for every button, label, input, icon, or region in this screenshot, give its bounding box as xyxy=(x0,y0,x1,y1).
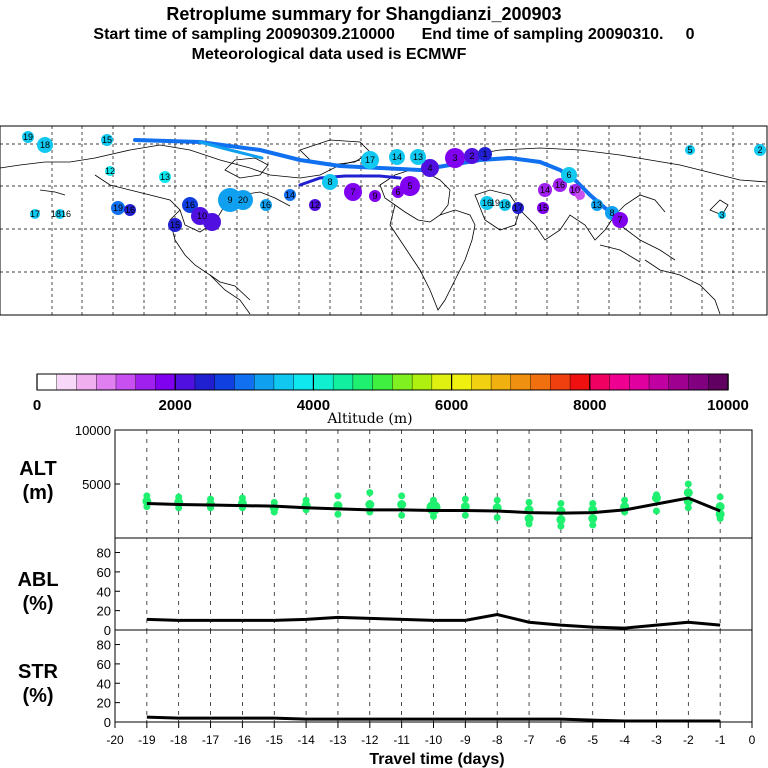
y-tick-label: 80 xyxy=(97,638,111,653)
x-tick-label: 0 xyxy=(749,733,756,747)
x-axis: -20 -19 -18 -17 -16 -15 -14 -13 -12 -11 -10 -9 -8 -7-… xyxy=(106,722,755,747)
x-tick-label: -20 xyxy=(106,733,124,747)
altitude-point xyxy=(334,492,341,499)
altitude-point xyxy=(271,509,278,516)
altitude-point xyxy=(398,512,405,519)
x-tick-label: -18 xyxy=(170,733,188,747)
panel-y-label: (m) xyxy=(22,482,53,504)
y-tick-label: 60 xyxy=(97,657,111,672)
panel-str: 0 20 40 60 80 STR(%) xyxy=(18,630,752,730)
altitude-point xyxy=(526,499,533,506)
altitude-point xyxy=(397,500,406,509)
panel-y-label: (%) xyxy=(22,593,53,615)
x-tick-label: -19 xyxy=(138,733,156,747)
series-line-abl xyxy=(147,615,720,629)
x-tick-label: -8 xyxy=(492,733,503,747)
x-tick-label: -6 xyxy=(556,733,567,747)
altitude-point xyxy=(717,493,724,500)
altitude-point xyxy=(494,514,501,521)
panel-alt: 5000 10000 ALT(m) xyxy=(19,423,752,538)
altitude-point xyxy=(557,523,564,530)
panel-y-label: (%) xyxy=(22,685,53,707)
altitude-point xyxy=(685,504,692,511)
altitude-point xyxy=(427,501,441,515)
x-tick-label: -7 xyxy=(524,733,535,747)
y-tick-label: 20 xyxy=(97,696,111,711)
panel-y-label: ABL xyxy=(17,569,58,591)
y-tick-label: 5000 xyxy=(82,477,111,492)
x-tick-label: -15 xyxy=(266,733,284,747)
series-line-str xyxy=(147,717,720,721)
panel-abl: 0 20 40 60 80 ABL(%) xyxy=(17,538,752,638)
x-tick-label: -12 xyxy=(361,733,379,747)
altitude-point xyxy=(685,481,692,488)
y-tick-label: 10000 xyxy=(75,423,111,438)
x-tick-label: -17 xyxy=(202,733,220,747)
x-tick-label: -2 xyxy=(683,733,694,747)
x-tick-label: -5 xyxy=(587,733,598,747)
x-tick-label: -16 xyxy=(234,733,252,747)
y-tick-label: 0 xyxy=(104,715,111,730)
y-tick-label: 80 xyxy=(97,546,111,561)
altitude-point xyxy=(334,511,341,518)
altitude-point xyxy=(589,522,596,529)
x-tick-label: -14 xyxy=(297,733,315,747)
x-tick-label: -9 xyxy=(460,733,471,747)
x-tick-label: -11 xyxy=(393,733,410,747)
x-tick-label: -4 xyxy=(619,733,630,747)
altitude-point xyxy=(652,494,661,503)
y-tick-label: 60 xyxy=(97,565,111,580)
timeseries-panels: 500010000ALT(m)020406080ABL(%)020406080S… xyxy=(0,0,768,768)
altitude-point xyxy=(462,496,469,503)
altitude-point xyxy=(398,492,405,499)
x-tick-label: -3 xyxy=(651,733,662,747)
panel-y-label: ALT xyxy=(19,458,56,480)
x-tick-label: -10 xyxy=(425,733,443,747)
x-axis-label: Travel time (days) xyxy=(369,751,504,768)
altitude-point xyxy=(365,500,374,509)
panel-y-label: STR xyxy=(18,661,59,683)
altitude-point xyxy=(494,497,501,504)
altitude-point xyxy=(366,489,373,496)
altitude-point xyxy=(526,520,533,527)
altitude-point xyxy=(557,500,564,507)
y-tick-label: 40 xyxy=(97,584,111,599)
altitude-point xyxy=(717,515,724,522)
y-tick-label: 40 xyxy=(97,676,111,691)
altitude-point xyxy=(462,512,469,519)
x-tick-label: -1 xyxy=(715,733,726,747)
altitude-point xyxy=(653,508,660,515)
x-tick-label: -13 xyxy=(329,733,347,747)
y-tick-label: 0 xyxy=(104,623,111,638)
altitude-point xyxy=(684,488,693,497)
y-tick-label: 20 xyxy=(97,604,111,619)
altitude-point xyxy=(430,513,437,520)
